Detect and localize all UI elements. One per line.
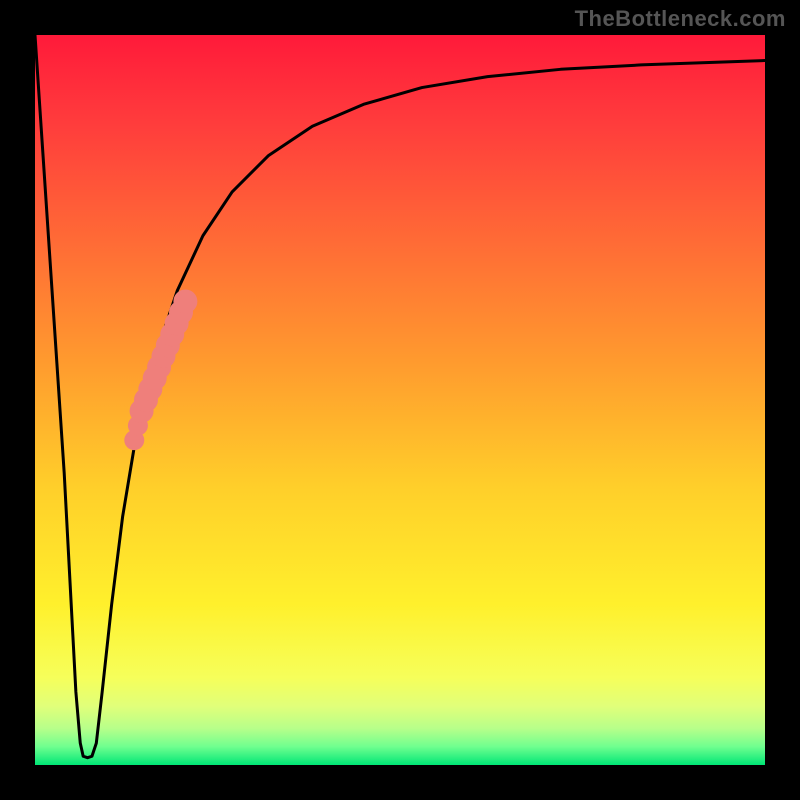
plot-svg [35, 35, 765, 765]
watermark-text: TheBottleneck.com [575, 6, 786, 32]
plot-area [35, 35, 765, 765]
chart-stage: TheBottleneck.com [0, 0, 800, 800]
highlight-marker [173, 289, 197, 313]
